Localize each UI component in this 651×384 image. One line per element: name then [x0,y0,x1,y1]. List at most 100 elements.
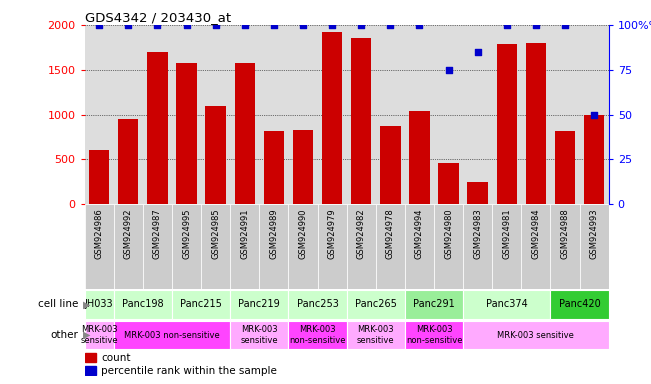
Bar [438,163,459,204]
Bar [497,44,517,204]
Bar [463,290,551,319]
Point [269,22,279,28]
Text: Panc219: Panc219 [238,300,280,310]
Text: GSM924983: GSM924983 [473,209,482,259]
Bar [176,63,197,204]
Text: GSM924988: GSM924988 [561,209,570,259]
Text: cell line: cell line [38,300,78,310]
Point [356,22,367,28]
Text: GSM924992: GSM924992 [124,209,133,259]
Text: percentile rank within the sample: percentile rank within the sample [102,366,277,376]
Bar [147,52,167,204]
Bar [555,131,575,204]
Bar [172,204,201,289]
Point [385,22,396,28]
Bar [230,204,259,289]
Bar [85,290,114,319]
Bar [114,321,230,349]
Text: GSM924979: GSM924979 [327,209,337,259]
Bar [405,204,434,289]
Text: MRK-003
sensitive: MRK-003 sensitive [357,325,395,345]
Bar [230,290,288,319]
Bar [89,151,109,204]
Text: GSM924980: GSM924980 [444,209,453,259]
Bar [347,290,405,319]
Bar [376,204,405,289]
Bar [351,38,372,204]
Bar [230,321,288,349]
Point [240,22,250,28]
Point [123,22,133,28]
Text: GSM924978: GSM924978 [386,209,395,259]
Bar [526,43,546,204]
Point [152,22,163,28]
Text: GSM924981: GSM924981 [503,209,511,259]
Bar [347,321,405,349]
Point [473,49,483,55]
Text: Panc374: Panc374 [486,300,528,310]
Point [94,22,104,28]
Bar [288,290,347,319]
Bar [322,32,342,204]
Bar [264,131,284,204]
Text: GSM924986: GSM924986 [94,209,104,259]
Point [443,67,454,73]
Text: GSM924994: GSM924994 [415,209,424,259]
Text: MRK-003
non-sensitive: MRK-003 non-sensitive [406,325,462,345]
Bar [409,111,430,204]
Bar [405,290,463,319]
Point [560,22,570,28]
Text: MRK-003
sensitive: MRK-003 sensitive [240,325,278,345]
Text: GSM924991: GSM924991 [240,209,249,259]
Text: Panc215: Panc215 [180,300,222,310]
Point [414,22,424,28]
Bar [85,204,114,289]
Bar [467,182,488,204]
Bar [288,204,318,289]
Bar [85,321,114,349]
Bar [380,126,400,204]
Bar [118,119,139,204]
Text: Panc265: Panc265 [355,300,396,310]
Bar [172,290,230,319]
Point [182,22,192,28]
Bar [347,204,376,289]
Point [327,22,337,28]
Bar [293,130,313,204]
Point [589,111,600,118]
Text: GSM924993: GSM924993 [590,209,599,259]
Text: GSM924987: GSM924987 [153,209,162,259]
Bar [114,204,143,289]
Bar [521,204,551,289]
Text: Panc198: Panc198 [122,300,163,310]
Bar [201,204,230,289]
Bar [318,204,347,289]
Text: MRK-003
sensitive: MRK-003 sensitive [80,325,118,345]
Bar [463,204,492,289]
Point [531,22,541,28]
Bar [551,290,609,319]
Bar [206,106,226,204]
Point [210,22,221,28]
Text: GDS4342 / 203430_at: GDS4342 / 203430_at [85,11,230,24]
Text: Panc253: Panc253 [297,300,339,310]
Text: Panc291: Panc291 [413,300,455,310]
Bar [551,204,579,289]
Bar [584,114,604,204]
Text: ▶: ▶ [83,330,90,340]
Bar [288,321,347,349]
Text: MRK-003
non-sensitive: MRK-003 non-sensitive [289,325,346,345]
Bar [85,353,96,362]
Bar [114,290,172,319]
Text: GSM924985: GSM924985 [211,209,220,259]
Bar [143,204,172,289]
Text: GSM924982: GSM924982 [357,209,366,259]
Bar [463,321,609,349]
Text: MRK-003 sensitive: MRK-003 sensitive [497,331,574,339]
Bar [85,366,96,375]
Point [298,22,308,28]
Text: MRK-003 non-sensitive: MRK-003 non-sensitive [124,331,220,339]
Bar [434,204,463,289]
Bar [234,63,255,204]
Bar [492,204,521,289]
